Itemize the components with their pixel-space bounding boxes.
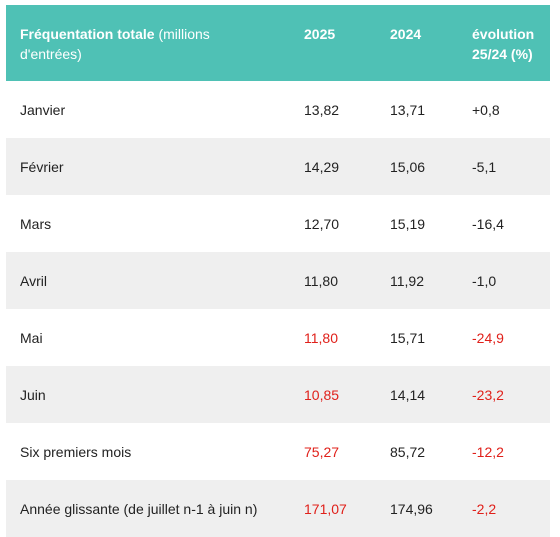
- cell-2025: 13,82: [304, 101, 340, 118]
- cell-evolution: -12,2: [472, 443, 504, 460]
- cell-2025: 12,70: [304, 215, 340, 232]
- row-label: Mai: [20, 329, 43, 346]
- cell-2025: 171,07: [304, 500, 347, 517]
- row-label: Mars: [20, 215, 52, 232]
- cell-evolution: +0,8: [472, 101, 500, 118]
- cell-2024: 85,72: [390, 443, 426, 460]
- table-row: Février 14,29 15,06 -5,1: [6, 138, 550, 195]
- cell-evolution: -1,0: [472, 272, 497, 289]
- header-label-bold: Fréquentation totale: [20, 26, 155, 42]
- cell-2024: 14,14: [390, 386, 426, 403]
- table-row: Six premiers mois 75,27 85,72 -12,2: [6, 423, 550, 480]
- cell-2025: 11,80: [304, 329, 338, 346]
- row-label: Janvier: [20, 101, 66, 118]
- cell-2024: 15,71: [390, 329, 426, 346]
- table-header: Fréquentation totale (millions d'entrées…: [6, 5, 550, 81]
- row-label: Juin: [20, 386, 46, 403]
- row-label: Avril: [20, 272, 47, 289]
- cell-evolution: -2,2: [472, 500, 497, 517]
- header-label-unit: (millions d'entrées): [20, 26, 210, 62]
- table-row: Mai 11,80 15,71 -24,9: [6, 309, 550, 366]
- table-row: Avril 11,80 11,92 -1,0: [6, 252, 550, 309]
- cell-2024: 174,96: [390, 500, 433, 517]
- cell-evolution: -23,2: [472, 386, 504, 403]
- cell-evolution: -5,1: [472, 158, 497, 175]
- row-label: Février: [20, 158, 64, 175]
- row-label: Année glissante (de juillet n-1 à juin n…: [20, 500, 258, 517]
- cell-2024: 15,06: [390, 158, 426, 175]
- table-row: Année glissante (de juillet n-1 à juin n…: [6, 480, 550, 537]
- header-col-2025: 2025: [304, 26, 336, 42]
- cell-evolution: -24,9: [472, 329, 504, 346]
- cell-2025: 11,80: [304, 272, 338, 289]
- cell-evolution: -16,4: [472, 215, 504, 232]
- cell-2025: 10,85: [304, 386, 340, 403]
- cell-2024: 13,71: [390, 101, 426, 118]
- cell-2024: 15,19: [390, 215, 426, 232]
- table-row: Janvier 13,82 13,71 +0,8: [6, 81, 550, 138]
- row-label: Six premiers mois: [20, 443, 132, 460]
- header-col-2024: 2024: [390, 26, 422, 42]
- header-label: Fréquentation totale (millions d'entrées…: [20, 5, 270, 64]
- cell-2024: 11,92: [390, 272, 424, 289]
- cell-2025: 75,27: [304, 443, 340, 460]
- cell-2025: 14,29: [304, 158, 340, 175]
- attendance-table: Fréquentation totale (millions d'entrées…: [6, 5, 550, 537]
- table-row: Mars 12,70 15,19 -16,4: [6, 195, 550, 252]
- header-col-evolution: évolution 25/24 (%): [472, 26, 535, 62]
- table-row: Juin 10,85 14,14 -23,2: [6, 366, 550, 423]
